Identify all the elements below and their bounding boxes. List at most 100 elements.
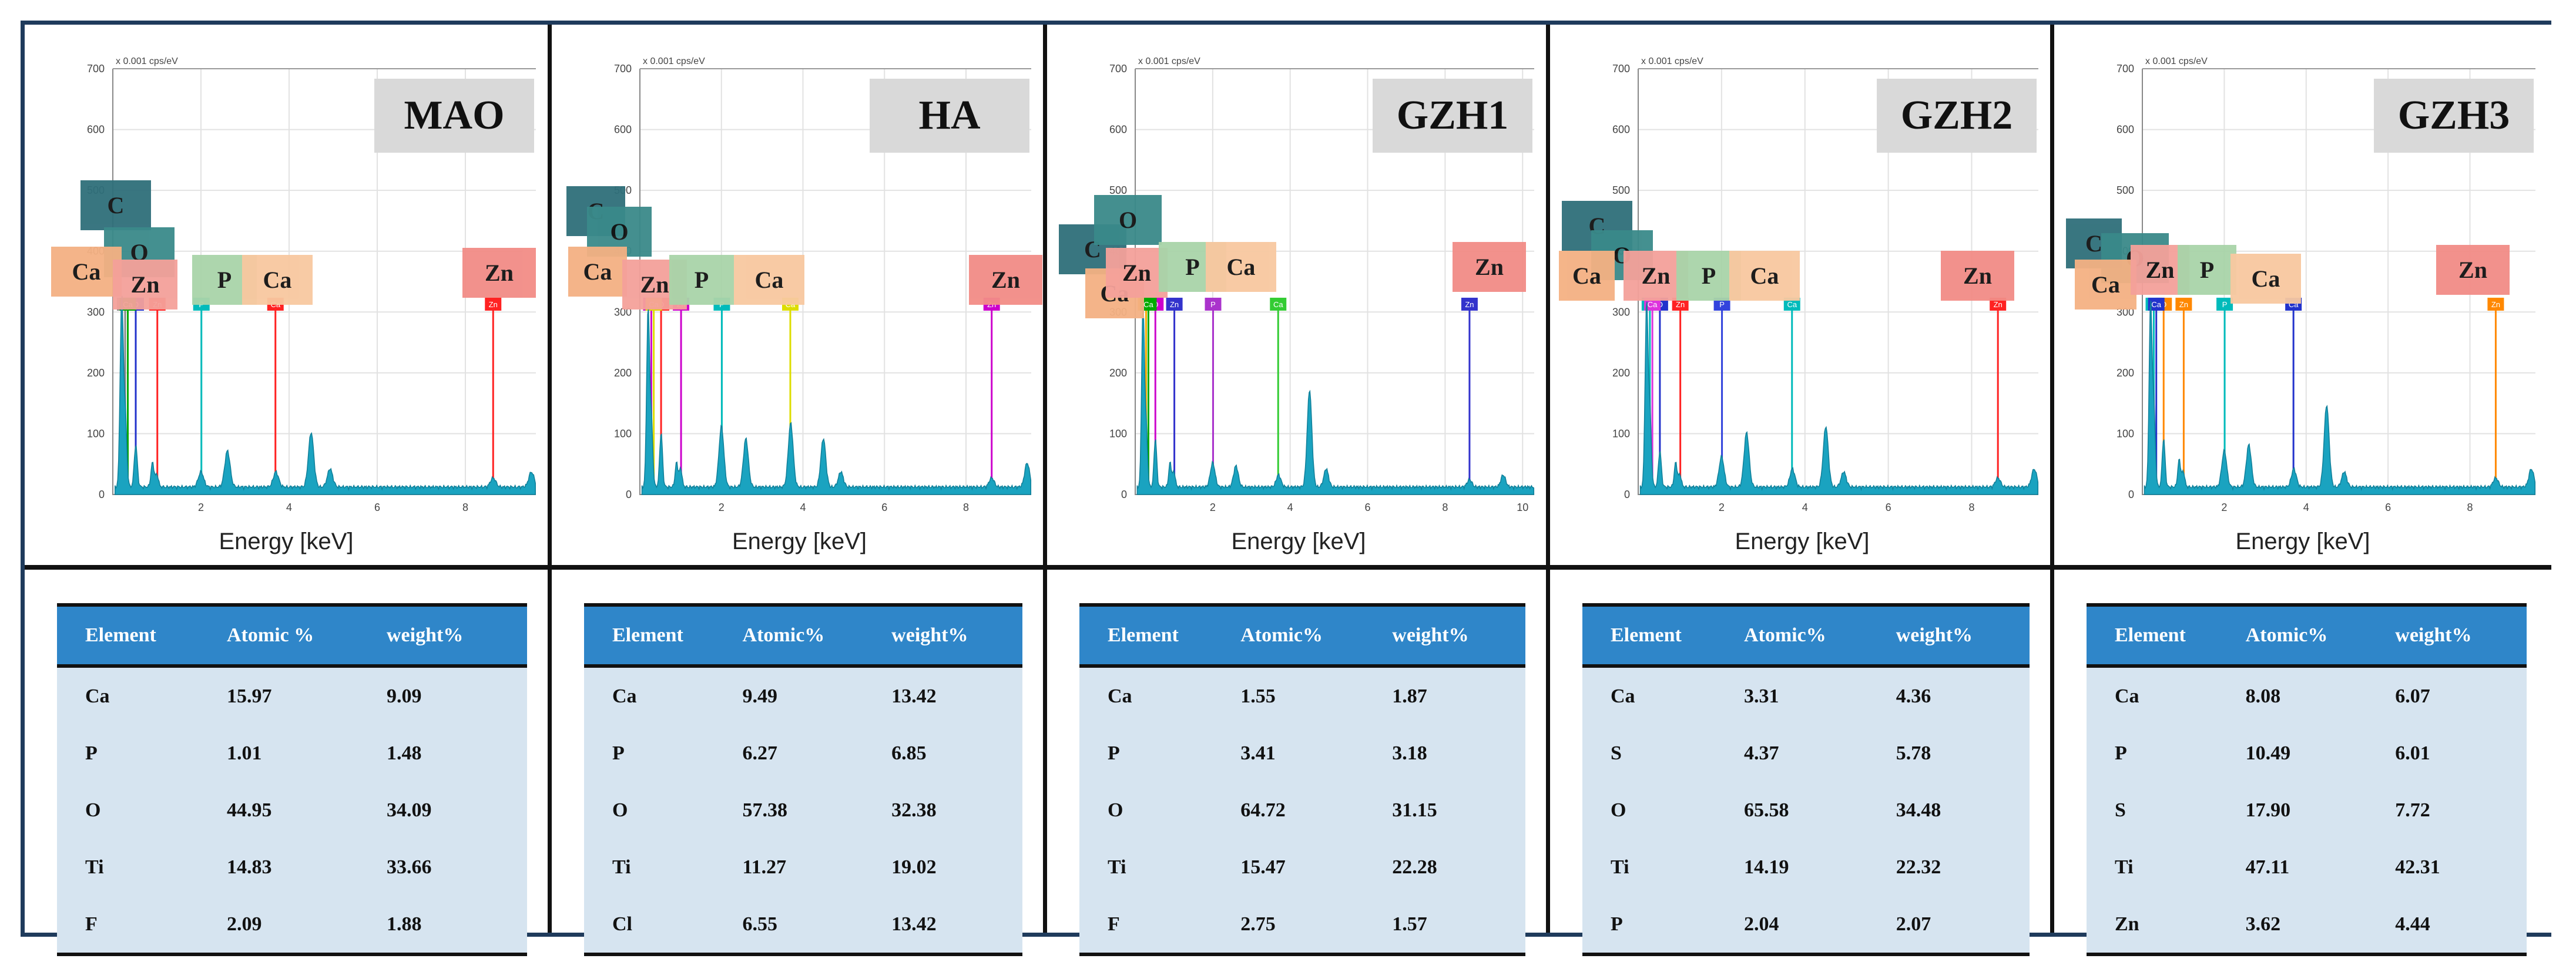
element-marker-tag [1713, 297, 1730, 311]
table-header-cell: Atomic % [226, 603, 386, 668]
table-header-cell: Element [57, 603, 226, 668]
spectrum-svg: 0100200300400500600700246810x 0.001 cps/… [1109, 56, 1535, 513]
y-tick-label: 100 [614, 428, 632, 439]
table-cell: O [57, 782, 226, 839]
table-cell: S [1582, 725, 1743, 782]
table-header-row: Element Atomic% weight% [1582, 603, 2030, 668]
y-tick-label: 600 [1612, 124, 1630, 136]
element-marker-tag [2175, 297, 2192, 311]
element-marker-tag [485, 297, 502, 311]
composition-table: Element Atomic% weight% Ca 8.08 6.07 P 10.49 6.0… [2087, 603, 2527, 956]
x-tick-label: 10 [1517, 502, 1528, 513]
element-label-box: Ca [2230, 254, 2301, 304]
table-cell: 8.08 [2245, 666, 2395, 725]
table-row: Ti 11.27 19.02 [584, 839, 1022, 896]
x-axis-label: Energy [keV] [2235, 529, 2370, 554]
eds-spectrum-chart: 01002003004005006007002468x 0.001 cps/eV… [2054, 25, 2551, 565]
element-label-box: Ca [242, 255, 313, 305]
y-tick-label: 200 [614, 367, 632, 379]
x-tick-label: 2 [1210, 502, 1216, 513]
table-cell: O [1079, 782, 1240, 839]
panel-divider [552, 565, 1047, 570]
table-cell: 64.72 [1240, 782, 1392, 839]
table-row: P 6.27 6.85 [584, 725, 1022, 782]
element-label-box: Zn [1941, 251, 2014, 301]
table-row: Ti 47.11 42.31 [2087, 839, 2527, 896]
panel-divider [2054, 565, 2551, 570]
spectrum-area [1136, 303, 1535, 495]
sample-title: GZH3 [2374, 79, 2534, 153]
table-row: Ca 8.08 6.07 [2087, 666, 2527, 725]
y-tick-label: 700 [2117, 63, 2134, 75]
sample-title: GZH2 [1877, 79, 2037, 153]
y-tick-label: 0 [1624, 489, 1630, 500]
element-marker-tag [1270, 297, 1287, 311]
table-cell: 9.09 [386, 666, 527, 725]
table-cell: 3.18 [1391, 725, 1525, 782]
table-cell: S [2087, 782, 2245, 839]
element-marker-tag-label: P [1210, 300, 1216, 309]
table-cell: Cl [584, 896, 742, 956]
y-tick-label: 200 [1612, 367, 1630, 379]
table-cell: 44.95 [226, 782, 386, 839]
table-cell: 9.49 [742, 666, 891, 725]
x-tick-label: 8 [462, 502, 468, 513]
table-row: Ca 9.49 13.42 [584, 666, 1022, 725]
element-marker-tag-label: Zn [489, 300, 498, 309]
y-tick-label: 600 [1109, 124, 1127, 136]
table-cell: 1.55 [1240, 666, 1392, 725]
y-tick-label: 700 [87, 63, 105, 75]
table-row: F 2.75 1.57 [1079, 896, 1525, 956]
y-tick-label: 100 [1109, 428, 1127, 439]
x-axis-label: Energy [keV] [219, 529, 354, 554]
table-cell: P [1079, 725, 1240, 782]
table-row: Ti 15.47 22.28 [1079, 839, 1525, 896]
table-cell: 3.62 [2245, 896, 2395, 956]
table-row: O 44.95 34.09 [57, 782, 527, 839]
x-tick-label: 4 [2303, 502, 2309, 513]
y-tick-label: 700 [614, 63, 632, 75]
table-cell: 11.27 [742, 839, 891, 896]
element-marker-tag [1205, 297, 1222, 311]
table-row: F 2.09 1.88 [57, 896, 527, 956]
element-label-box: Zn [1453, 242, 1526, 292]
x-tick-label: 8 [1442, 502, 1448, 513]
eds-spectrum-chart: 0100200300400500600700246810x 0.001 cps/… [1047, 25, 1550, 565]
table-cell: 4.37 [1743, 725, 1896, 782]
y-tick-label: 600 [614, 124, 632, 136]
table-cell: 5.78 [1895, 725, 2030, 782]
figure-frame: 01002003004005006007002468x 0.001 cps/eV… [21, 21, 2551, 956]
x-axis-label: Energy [keV] [1735, 529, 1870, 554]
y-tick-label: 0 [99, 489, 105, 500]
element-marker-tag [1990, 297, 2007, 311]
table-cell: Ti [57, 839, 226, 896]
table-cell: 47.11 [2245, 839, 2395, 896]
table-cell: 6.07 [2394, 666, 2527, 725]
table-cell: 2.09 [226, 896, 386, 956]
y-tick-label: 300 [1612, 306, 1630, 318]
y-tick-label: 100 [1612, 428, 1630, 439]
table-cell: 14.19 [1743, 839, 1896, 896]
table-row: O 64.72 31.15 [1079, 782, 1525, 839]
element-marker-tag-label: P [1719, 300, 1725, 309]
table-header-cell: weight% [1895, 603, 2030, 668]
element-marker-tag-label: P [2222, 300, 2228, 309]
table-cell: 32.38 [891, 782, 1022, 839]
composition-table: Element Atomic% weight% Ca 3.31 4.36 S 4.37 5.78… [1582, 603, 2030, 956]
table-header-cell: weight% [891, 603, 1022, 668]
x-tick-label: 4 [286, 502, 292, 513]
spectrum-area [641, 308, 1032, 495]
table-row: P 2.04 2.07 [1582, 896, 2030, 956]
element-label-box: Zn [969, 255, 1042, 305]
table-row: P 3.41 3.18 [1079, 725, 1525, 782]
table-cell: 6.55 [742, 896, 891, 956]
table-cell: Ca [1582, 666, 1743, 725]
y-tick-label: 0 [2128, 489, 2134, 500]
table-row: Ca 1.55 1.87 [1079, 666, 1525, 725]
table-row: Ca 15.97 9.09 [57, 666, 527, 725]
y-unit-label: x 0.001 cps/eV [2145, 56, 2208, 66]
table-cell: 19.02 [891, 839, 1022, 896]
table-header-cell: Atomic% [742, 603, 891, 668]
spectrum-area [1639, 301, 2039, 495]
element-label-box: Ca [1559, 251, 1615, 301]
